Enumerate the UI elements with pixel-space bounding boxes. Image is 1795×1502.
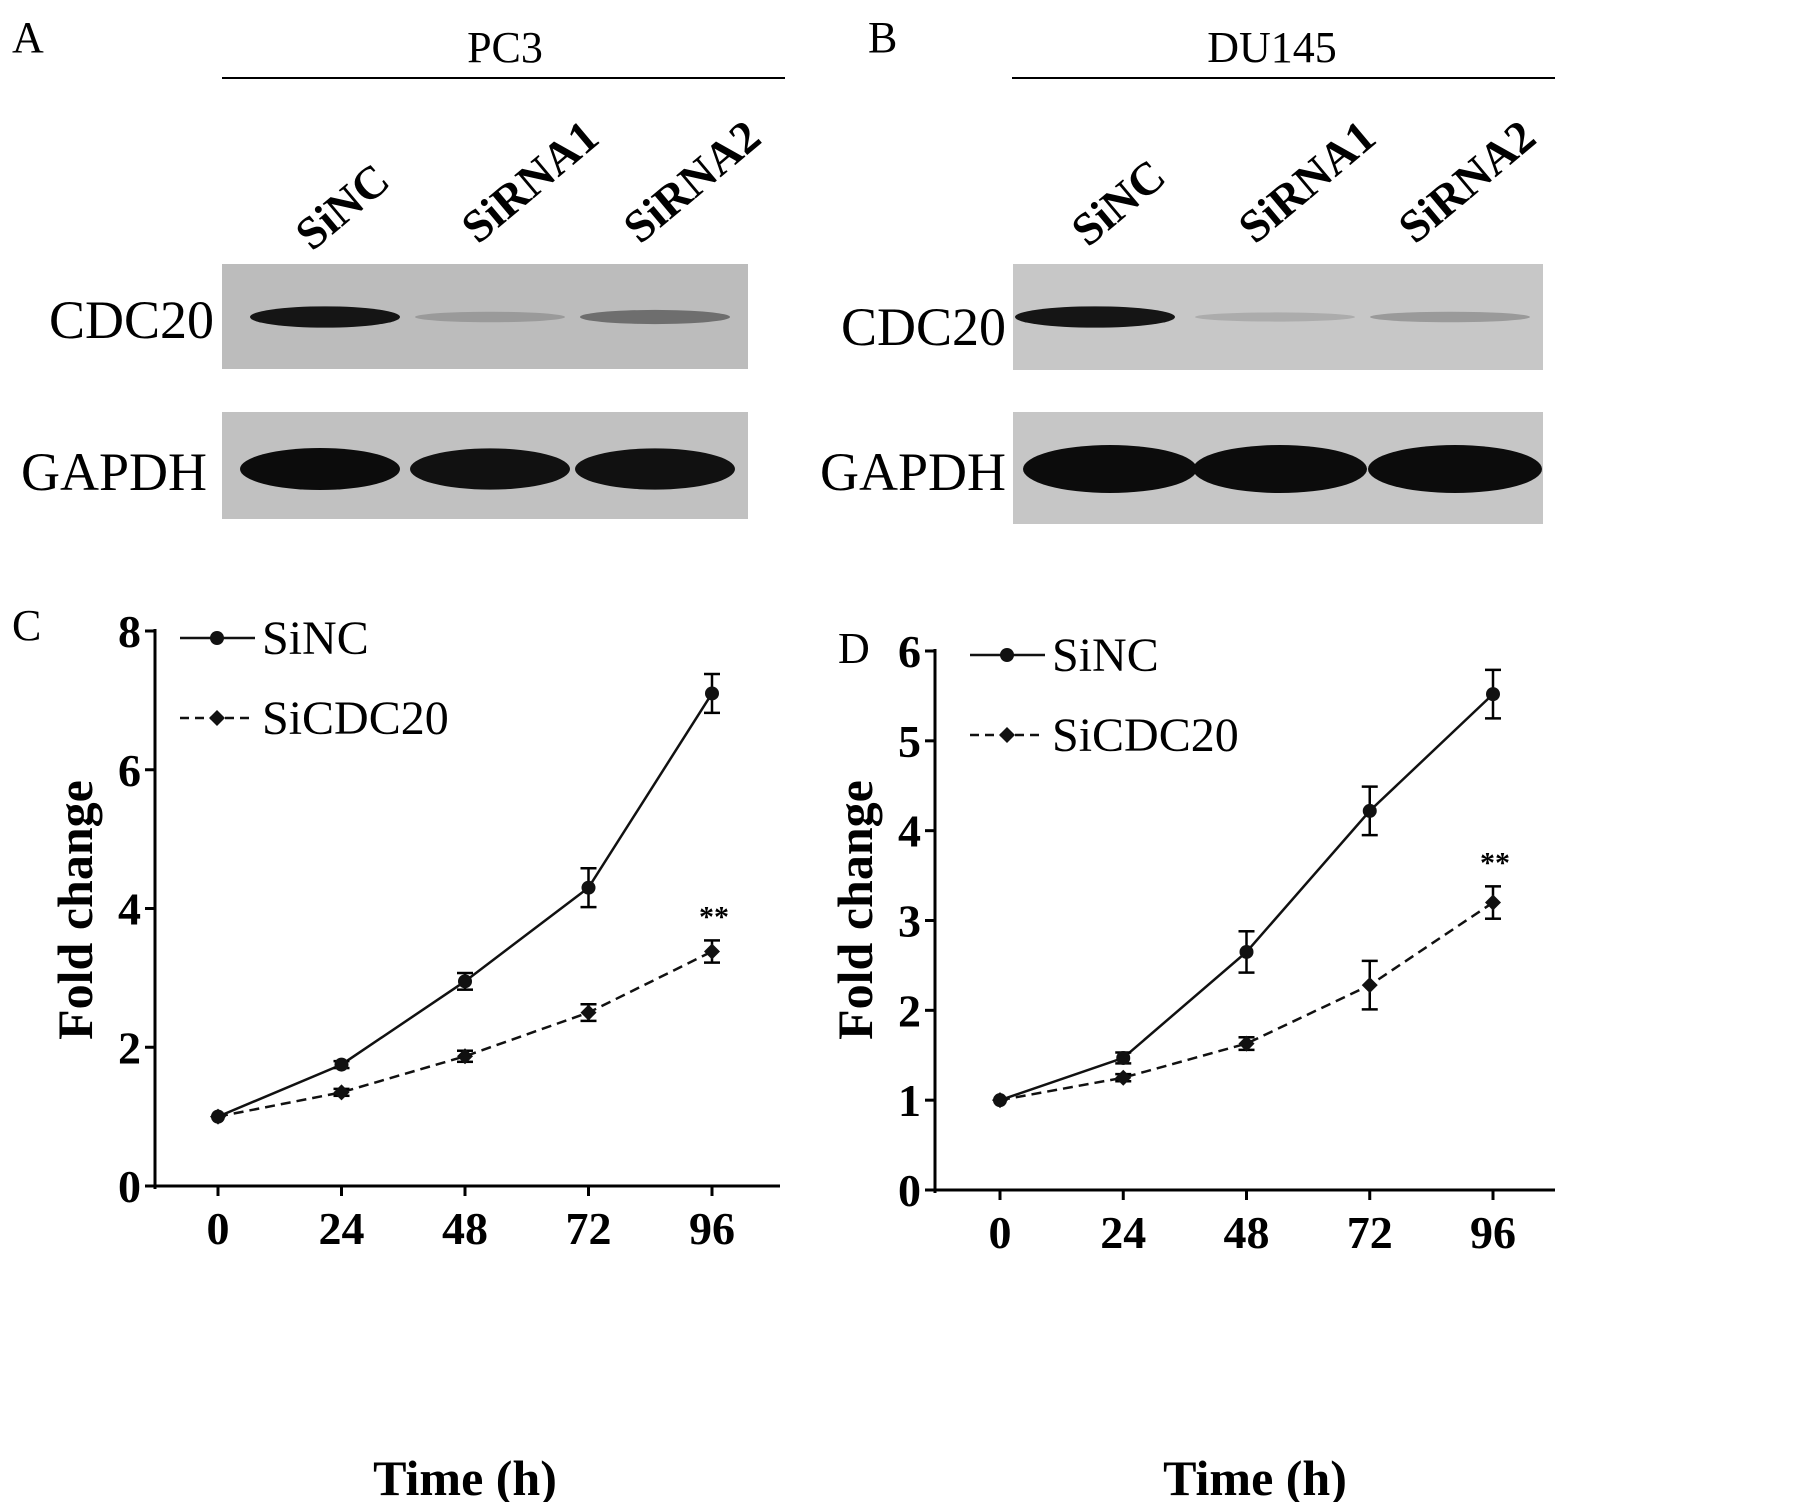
y-tick-label: 2 (898, 985, 921, 1036)
band-cdc20-lane-3 (1370, 311, 1530, 323)
data-point-sicdc20 (1361, 977, 1378, 994)
lane-label-a-3: SiRNA2 (614, 110, 770, 253)
y-tick-label: 6 (118, 745, 141, 796)
legend-marker (210, 631, 224, 645)
cell-line-title-b: DU145 (1207, 23, 1337, 72)
y-tick-label: 5 (898, 716, 921, 767)
data-point-sicdc20 (210, 1108, 226, 1125)
band-cdc20-lane-2 (415, 311, 565, 323)
data-point-sinc (1486, 687, 1500, 702)
y-tick-label: 0 (898, 1165, 921, 1216)
data-point-sicdc20 (704, 943, 720, 960)
series-line-sicdc20 (217, 950, 713, 1118)
x-tick-label: 24 (1100, 1207, 1146, 1258)
legend-marker (209, 710, 225, 726)
y-tick-label: 4 (898, 806, 921, 857)
x-tick-label: 48 (442, 1203, 488, 1254)
data-point-sicdc20 (1115, 1069, 1132, 1086)
legend-label-sinc: SiNC (1052, 629, 1159, 682)
data-point-sicdc20 (580, 1004, 597, 1021)
significance-marker: ** (1480, 846, 1510, 879)
band-gapdh-lane-2 (1193, 445, 1367, 493)
y-tick-label: 3 (898, 896, 921, 947)
data-point-sinc (334, 1057, 349, 1072)
legend-label-sicdc20: SiCDC20 (262, 692, 449, 745)
protein-label-a-gapdh: GAPDH (21, 442, 207, 502)
x-tick-label: 48 (1224, 1207, 1270, 1258)
x-tick-label: 72 (566, 1203, 612, 1254)
bands-a-cdc20 (250, 306, 730, 328)
y-tick-label: 1 (898, 1075, 921, 1126)
bands-b-cdc20 (1015, 306, 1530, 328)
data-point-sicdc20 (1238, 1035, 1255, 1052)
x-tick-label: 24 (319, 1203, 365, 1254)
lane-label-a-1: SiNC (286, 153, 399, 259)
band-cdc20-lane-1 (1015, 306, 1175, 328)
x-tick-label: 0 (989, 1207, 1012, 1258)
chart-d: 0 1 2 3 4 5 6 0 24 48 72 96 ** SiNC SiCDC20 (898, 626, 1555, 1258)
protein-label-b-cdc20: CDC20 (841, 297, 1006, 357)
band-cdc20-lane-1 (250, 306, 400, 328)
x-tick-label: 0 (207, 1203, 230, 1254)
band-gapdh-lane-1 (240, 448, 400, 490)
data-point-sinc (581, 880, 596, 895)
panel-letter-b: B (868, 13, 897, 62)
x-tick-label: 96 (689, 1203, 735, 1254)
lane-label-a-2: SiRNA1 (452, 110, 608, 253)
cell-line-title-a: PC3 (467, 23, 543, 72)
lane-label-b-3: SiRNA2 (1389, 110, 1545, 253)
bands-b-gapdh (1023, 445, 1542, 493)
panel-letter-d: D (838, 624, 870, 673)
data-point-sinc (1239, 944, 1254, 959)
data-point-sinc (705, 686, 719, 701)
x-tick-label: 96 (1470, 1207, 1516, 1258)
protein-label-a-cdc20: CDC20 (49, 290, 214, 350)
panel-a: A PC3 SiNC SiRNA1 SiRNA2 CDC20 GAPDH (12, 13, 785, 519)
y-axis-title-d: Fold change (827, 780, 883, 1040)
data-point-sicdc20 (1485, 894, 1501, 911)
legend-label-sicdc20: SiCDC20 (1052, 709, 1239, 762)
data-point-sinc (458, 974, 472, 989)
data-point-sicdc20 (457, 1048, 473, 1065)
lane-label-b-2: SiRNA1 (1229, 110, 1385, 253)
panel-letter-a: A (12, 13, 44, 62)
series-line-sicdc20 (999, 901, 1494, 1102)
x-tick-label: 72 (1347, 1207, 1393, 1258)
y-tick-label: 8 (118, 606, 141, 657)
data-point-sicdc20 (992, 1092, 1008, 1109)
x-axis-title-c: Time (h) (373, 1450, 557, 1502)
y-tick-label: 0 (118, 1161, 141, 1212)
legend-marker (999, 727, 1015, 743)
y-axis-title-c: Fold change (47, 780, 103, 1040)
protein-label-b-gapdh: GAPDH (820, 442, 1006, 502)
legend-marker (1000, 648, 1014, 662)
data-point-sinc (1116, 1050, 1131, 1065)
y-tick-label: 6 (898, 626, 921, 677)
band-cdc20-lane-3 (580, 309, 730, 325)
y-tick-label: 2 (118, 1022, 141, 1073)
data-point-sinc (1362, 803, 1377, 818)
bands-a-gapdh (240, 448, 735, 490)
panel-b: B DU145 SiNC SiRNA1 SiRNA2 CDC20 GAPDH (820, 13, 1555, 524)
band-gapdh-lane-3 (575, 448, 735, 490)
band-gapdh-lane-2 (410, 448, 570, 490)
legend-label-sinc: SiNC (262, 612, 369, 665)
significance-marker: ** (699, 900, 729, 933)
x-axis-title-d: Time (h) (1163, 1450, 1347, 1502)
data-point-sicdc20 (333, 1084, 350, 1101)
band-cdc20-lane-2 (1195, 312, 1355, 322)
y-tick-label: 4 (118, 884, 141, 935)
panel-d: D 0 1 2 3 4 5 6 0 24 48 72 96 ** SiNC SiCDC20 Fold cha… (827, 624, 1555, 1502)
panel-letter-c: C (12, 601, 41, 650)
lane-label-b-1: SiNC (1062, 149, 1175, 255)
band-gapdh-lane-3 (1368, 445, 1542, 493)
band-gapdh-lane-1 (1023, 445, 1197, 493)
